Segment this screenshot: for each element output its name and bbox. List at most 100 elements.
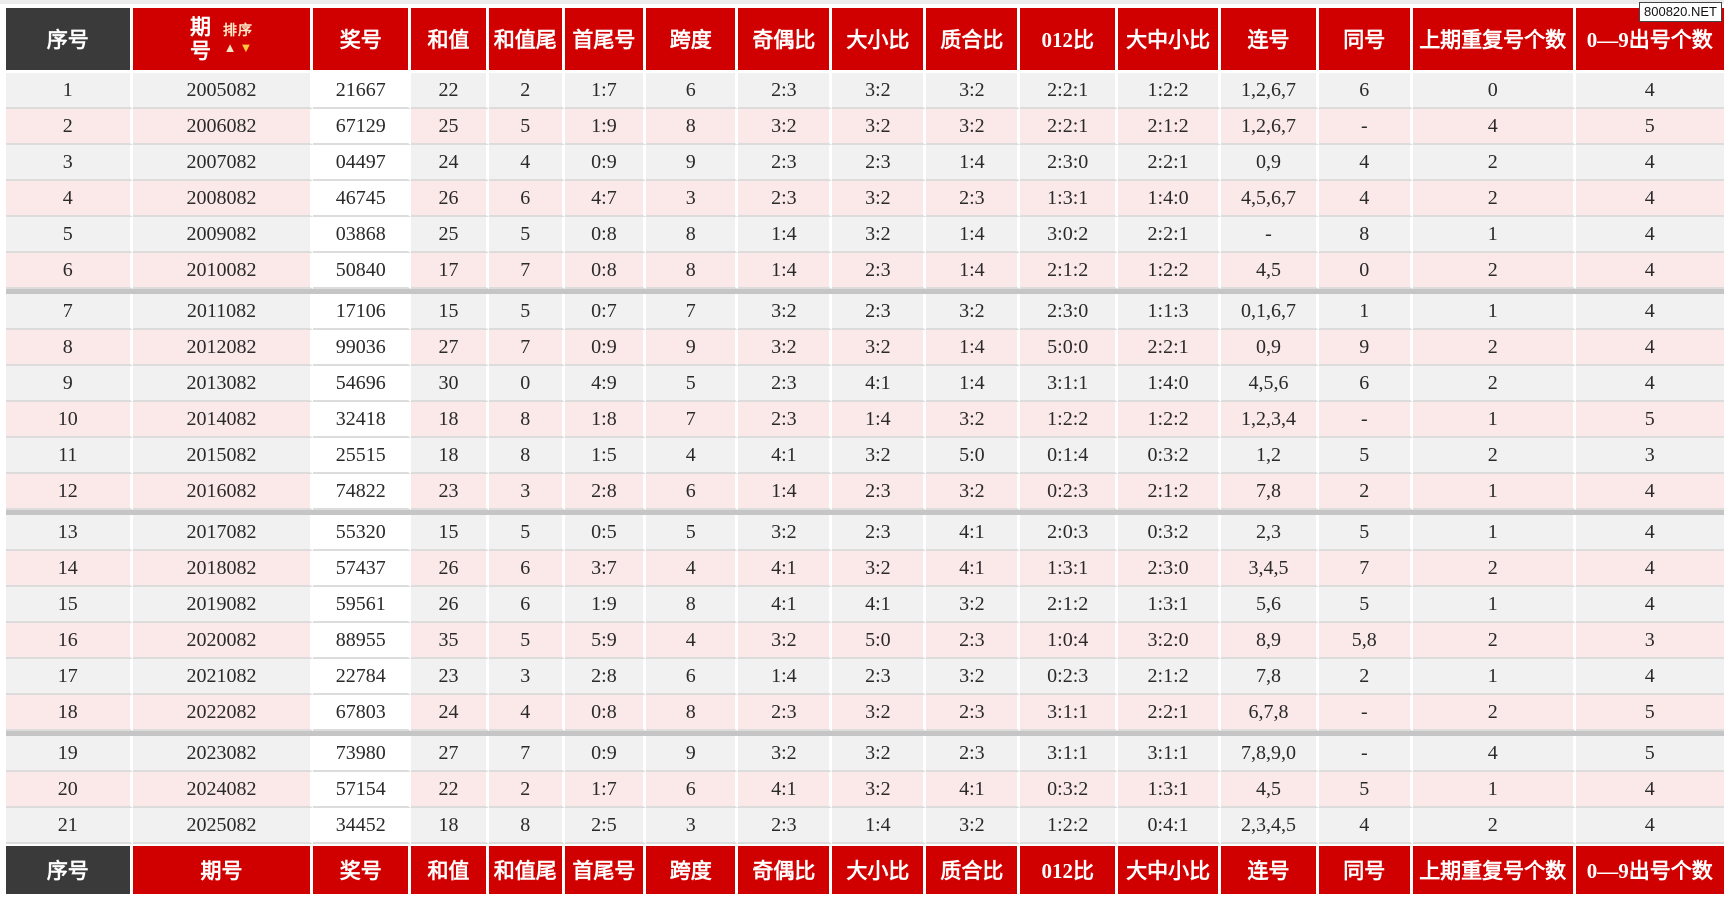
table-cell: 3:2	[832, 217, 927, 253]
table-cell: 4	[1575, 145, 1724, 181]
table-cell: 9	[646, 330, 739, 366]
table-cell: 2	[1412, 366, 1576, 402]
table-cell: 17	[411, 253, 489, 289]
table-cell: 4:1	[738, 587, 833, 623]
footer-header-row: 序号 期号 奖号 和值 和值尾 首尾号 跨度 奇偶比 大小比 质合比 012比 大中小比 连号 同号 上期重…	[6, 844, 1724, 894]
table-cell: 1:4	[926, 253, 1021, 289]
table-cell: 1:9	[564, 109, 647, 145]
table-cell: 2:3	[832, 253, 927, 289]
table-cell: 2:3:0	[1020, 294, 1119, 330]
table-cell: 27	[411, 330, 489, 366]
table-cell: 4	[1318, 808, 1413, 844]
group-separator-band	[6, 510, 1724, 515]
table-cell: 2:3	[738, 808, 833, 844]
table-row: 13 2017082 55320 15 5 0:5 5 3:2 2:3 4:1 2:0:3 0:3:2…	[6, 515, 1724, 551]
footer-column-header-15: 上期重复号个数	[1412, 844, 1576, 894]
table-cell: 1	[1412, 515, 1576, 551]
table-cell: 3:2	[926, 109, 1021, 145]
table-cell: 32418	[313, 402, 412, 438]
table-footer-header: 序号 期号 奖号 和值 和值尾 首尾号 跨度 奇偶比 大小比 质合比 012比 大中小比 连号 同号 上期重…	[6, 844, 1724, 894]
table-cell: 1:4:0	[1118, 366, 1222, 402]
table-cell: 3	[1575, 438, 1724, 474]
table-cell: 2	[1412, 438, 1576, 474]
table-cell: 0:7	[564, 294, 647, 330]
table-cell: 0:3:2	[1020, 772, 1119, 808]
table-cell: 7	[646, 402, 739, 438]
table-cell: 2022082	[132, 695, 314, 731]
group-separator	[6, 289, 1724, 294]
table-cell: 2:5	[564, 808, 647, 844]
sort-desc-icon[interactable]: ▼	[239, 39, 253, 55]
table-cell: 4	[1412, 109, 1576, 145]
table-cell: 25515	[313, 438, 412, 474]
table-cell: 50840	[313, 253, 412, 289]
footer-column-header-4: 和值	[411, 844, 489, 894]
table-cell: 8,9	[1221, 623, 1319, 659]
table-cell: 5	[1575, 736, 1724, 772]
table-cell: 3:2	[832, 736, 927, 772]
table-cell: 8	[646, 695, 739, 731]
table-cell: 3:2	[926, 474, 1021, 510]
table-cell: 5	[1318, 772, 1413, 808]
table-cell: 54696	[313, 366, 412, 402]
table-cell: 4	[1575, 772, 1724, 808]
table-cell: 2:3	[832, 294, 927, 330]
table-cell: 2:1:2	[1118, 109, 1222, 145]
footer-column-header-6: 首尾号	[564, 844, 647, 894]
table-cell: 2	[1412, 551, 1576, 587]
table-cell: 8	[646, 109, 739, 145]
sort-asc-icon[interactable]: ▲	[223, 39, 237, 55]
table-cell: 2011082	[132, 294, 314, 330]
table-cell: 3:2	[738, 330, 833, 366]
table-row: 21 2025082 34452 18 8 2:5 3 2:3 1:4 3:2 1:2:2 0:4:1…	[6, 808, 1724, 844]
lottery-data-table: 序号期号排序 ▲ ▼ 奖号 和值 和值尾 首尾号 跨度 奇偶比 大小比 质合比 012比 大中小比 连号同…	[6, 8, 1724, 894]
table-cell: 34452	[313, 808, 412, 844]
table-cell: 4,5,6	[1221, 366, 1319, 402]
table-cell: 4	[6, 181, 133, 217]
table-cell: 1:1:3	[1118, 294, 1222, 330]
table-cell: 1:4:0	[1118, 181, 1222, 217]
table-cell: 2023082	[132, 736, 314, 772]
table-cell: 1:4	[926, 366, 1021, 402]
table-cell: 1:7	[564, 772, 647, 808]
table-cell: 11	[6, 438, 133, 474]
table-cell: 8	[488, 402, 565, 438]
table-cell: 3	[6, 145, 133, 181]
column-header-7: 跨度	[646, 8, 739, 73]
sort-control[interactable]: 排序 ▲ ▼	[223, 23, 253, 55]
table-cell: 2006082	[132, 109, 314, 145]
table-cell: 4	[1575, 515, 1724, 551]
table-cell: 2	[1412, 145, 1576, 181]
column-header-4: 和值	[411, 8, 489, 73]
table-cell: 1,2,6,7	[1221, 109, 1319, 145]
table-cell: 0:9	[564, 330, 647, 366]
table-cell: 1	[1412, 217, 1576, 253]
table-cell: 7	[646, 294, 739, 330]
table-cell: 74822	[313, 474, 412, 510]
table-cell: 1:2:2	[1118, 73, 1222, 109]
table-row: 7 2011082 17106 15 5 0:7 7 3:2 2:3 3:2 2:3:0 1:1:3 0…	[6, 294, 1724, 330]
sort-label: 排序	[223, 23, 253, 39]
table-cell: 1	[1412, 474, 1576, 510]
table-cell: 10	[6, 402, 133, 438]
column-header-6: 首尾号	[564, 8, 647, 73]
table-cell: -	[1318, 695, 1413, 731]
header-row: 序号期号排序 ▲ ▼ 奖号 和值 和值尾 首尾号 跨度 奇偶比 大小比 质合比 012比 大中小比 连号同…	[6, 8, 1724, 73]
table-cell: 2	[1412, 253, 1576, 289]
table-cell: 7,8,9,0	[1221, 736, 1319, 772]
column-header-9: 大小比	[832, 8, 927, 73]
table-cell: 0:8	[564, 253, 647, 289]
table-cell: 2:3:0	[1020, 145, 1119, 181]
table-cell: 2:3	[832, 145, 927, 181]
table-cell: 4	[1575, 587, 1724, 623]
table-cell: 4:1	[926, 772, 1021, 808]
table-cell: 59561	[313, 587, 412, 623]
table-cell: 6	[1318, 73, 1413, 109]
table-cell: 1	[6, 73, 133, 109]
table-row: 10 2014082 32418 18 8 1:8 7 2:3 1:4 3:2 1:2:2 1:2:2…	[6, 402, 1724, 438]
table-cell: 2015082	[132, 438, 314, 474]
footer-column-header-9: 大小比	[832, 844, 927, 894]
table-cell: 2:2:1	[1020, 73, 1119, 109]
table-cell: 21	[6, 808, 133, 844]
table-cell: 5	[1575, 695, 1724, 731]
